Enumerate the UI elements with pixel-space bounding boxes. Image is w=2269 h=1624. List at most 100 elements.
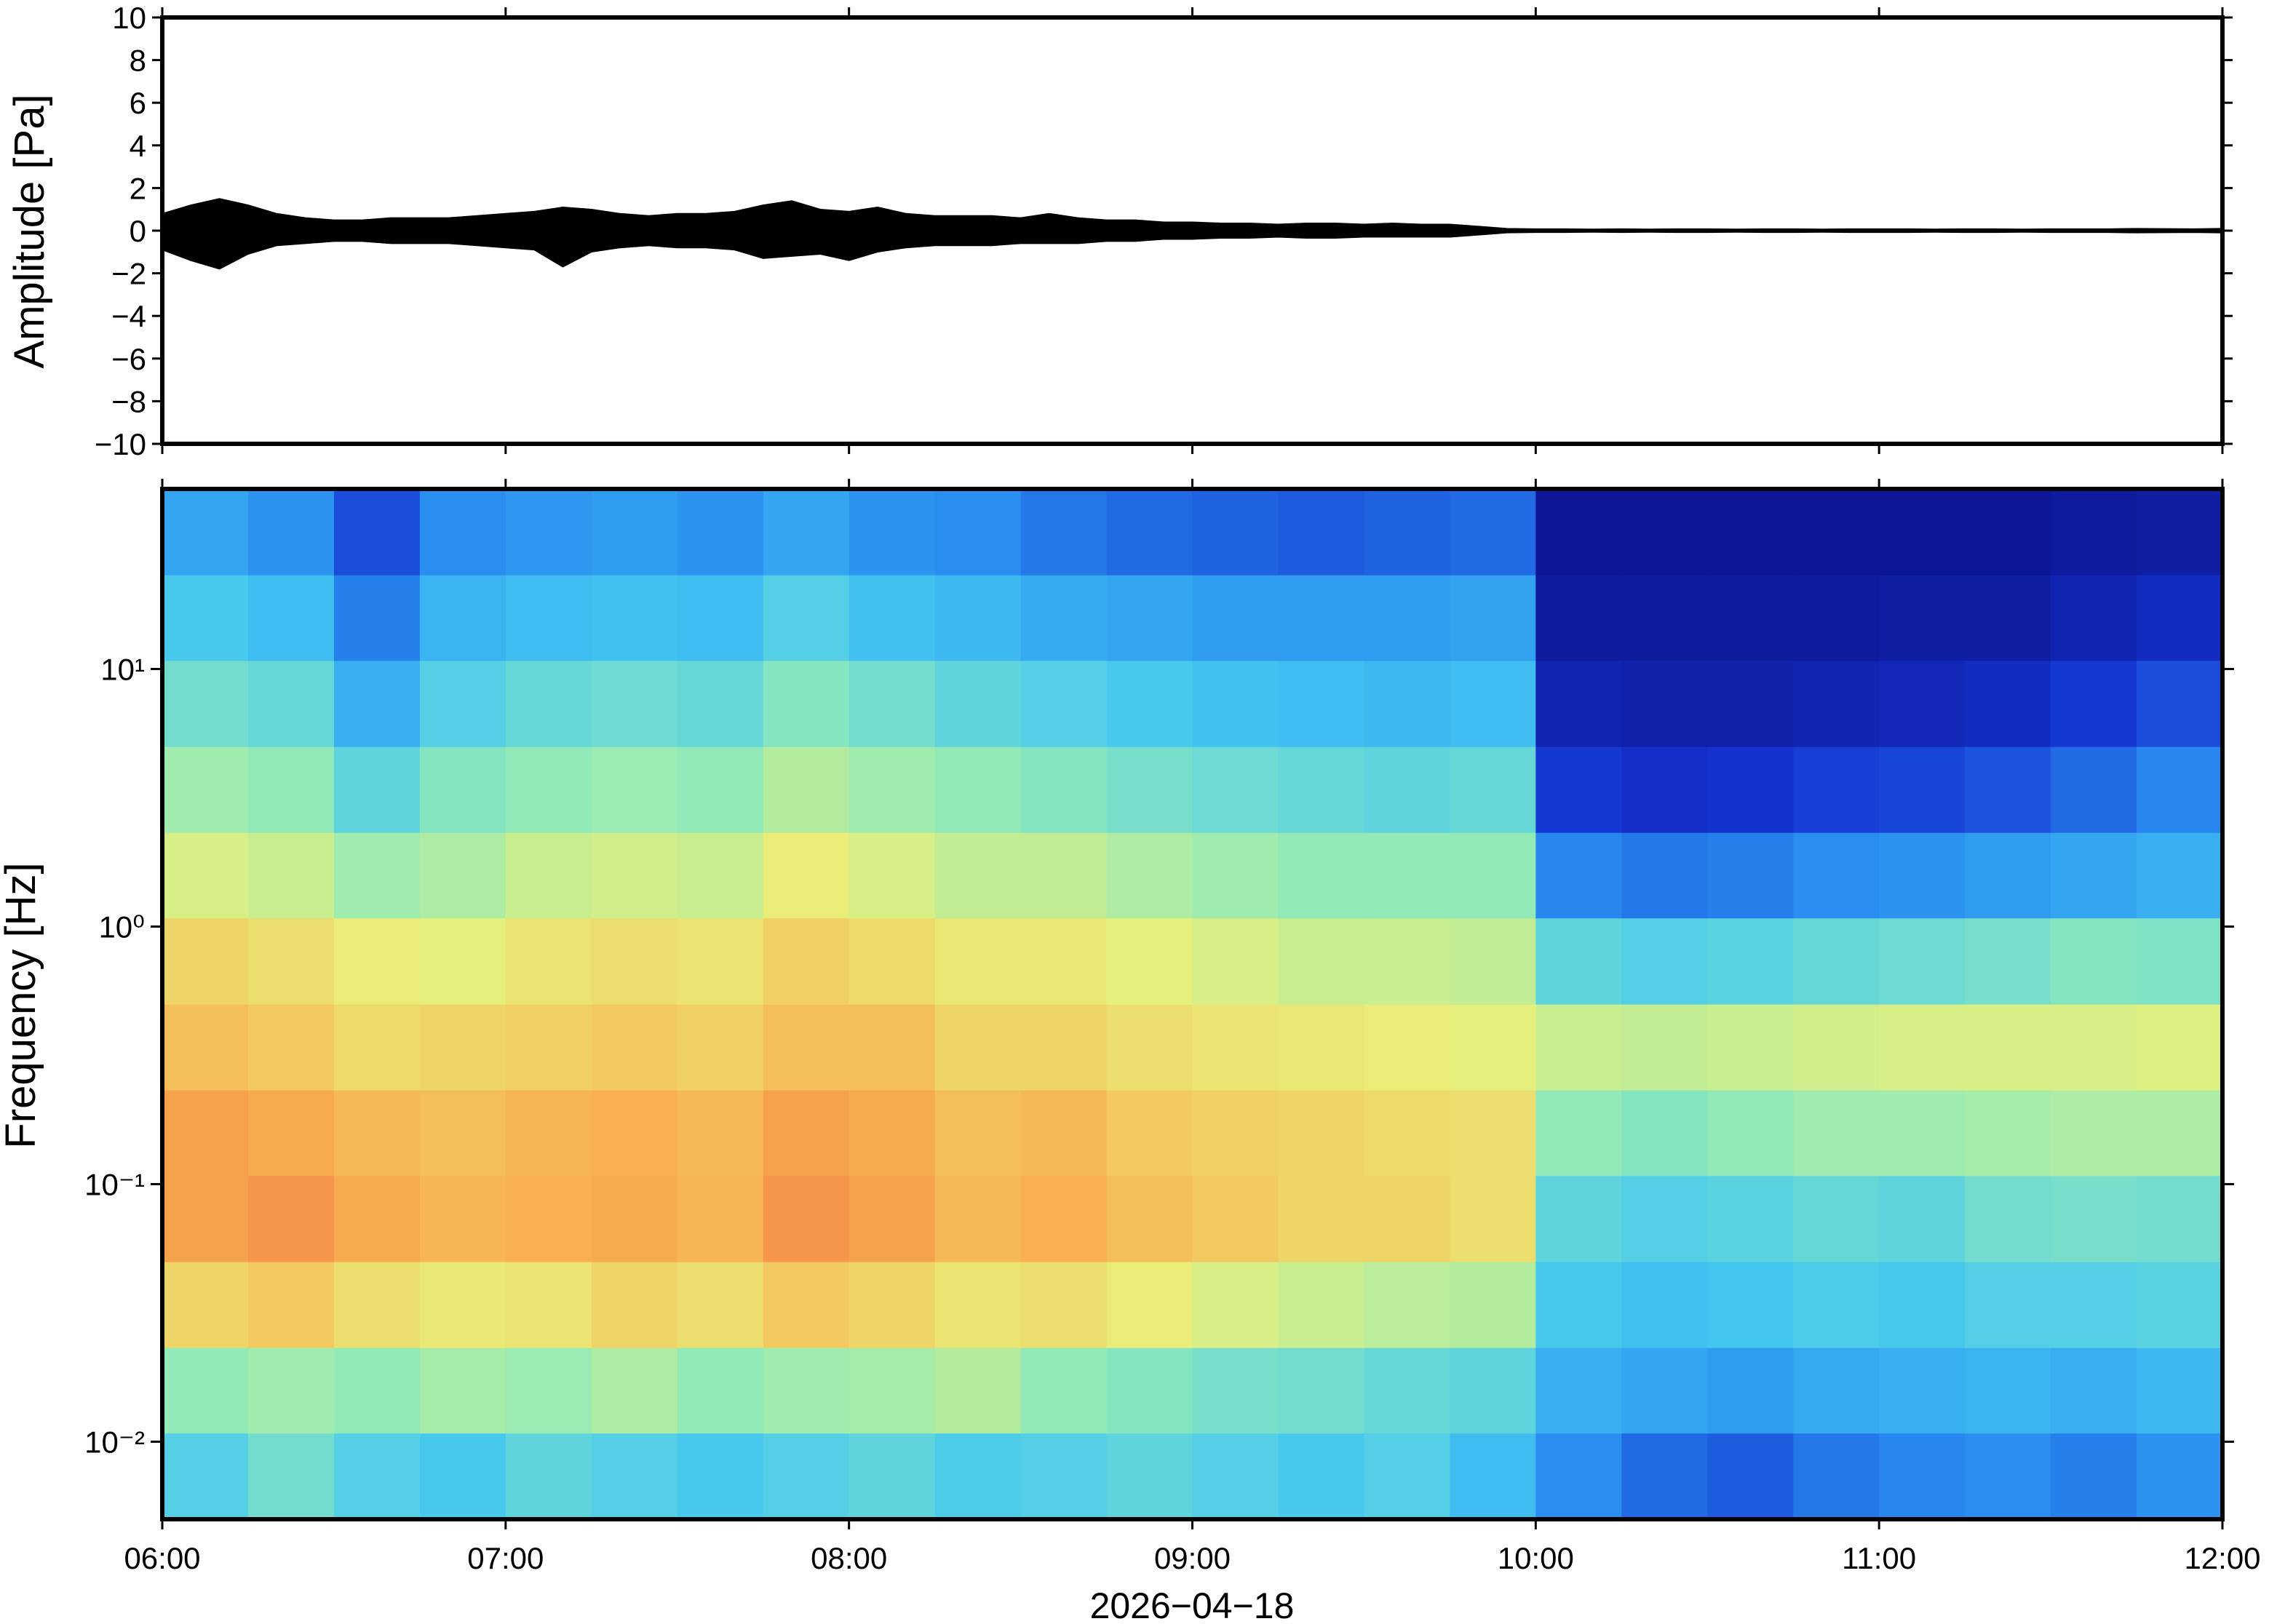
heatmap-cell: [419, 1090, 506, 1177]
heatmap-cell: [591, 1262, 678, 1348]
heatmap-cell: [1450, 660, 1536, 747]
heatmap-cell: [1621, 660, 1708, 747]
x-tick-label: 09:00: [1154, 1541, 1231, 1575]
heatmap-cell: [162, 918, 249, 1005]
heatmap-cell: [333, 1175, 421, 1262]
y-axis-title: Frequency [Hz]: [0, 862, 44, 1148]
y-tick-label: −10: [95, 427, 146, 461]
heatmap-cell: [1450, 1262, 1536, 1348]
heatmap-cell: [1535, 918, 1622, 1005]
heatmap-cell: [763, 1175, 850, 1262]
heatmap-cell: [591, 1004, 678, 1091]
heatmap-cell: [1879, 1433, 1966, 1520]
heatmap-cell: [2051, 1004, 2137, 1091]
heatmap-cell: [2051, 747, 2137, 833]
heatmap-cell: [505, 1090, 592, 1177]
heatmap-cell: [1192, 1262, 1279, 1348]
heatmap-cell: [1278, 1004, 1365, 1091]
heatmap-cell: [1793, 1348, 1880, 1434]
heatmap-cell: [1707, 1004, 1794, 1091]
heatmap-cell: [591, 918, 678, 1005]
heatmap-cell: [677, 575, 764, 661]
heatmap-cell: [247, 1090, 335, 1177]
heatmap-cell: [1020, 747, 1108, 833]
heatmap-cell: [333, 1004, 421, 1091]
x-tick-label: 08:00: [811, 1541, 887, 1575]
heatmap-cell: [1965, 1090, 2051, 1177]
heatmap-cell: [247, 747, 335, 833]
heatmap-cell: [162, 1090, 249, 1177]
heatmap-cell: [1621, 489, 1708, 576]
y-axis-title: Amplitude [Pa]: [6, 94, 53, 368]
heatmap-cell: [1965, 1004, 2051, 1091]
heatmap-cell: [1965, 747, 2051, 833]
heatmap-cell: [247, 1433, 335, 1520]
heatmap-cell: [419, 747, 506, 833]
heatmap-cell: [1965, 575, 2051, 661]
heatmap-cell: [1020, 575, 1108, 661]
heatmap-cell: [162, 660, 249, 747]
heatmap-cell: [505, 575, 592, 661]
heatmap-cell: [162, 747, 249, 833]
heatmap-cell: [763, 832, 850, 919]
heatmap-cell: [1020, 660, 1108, 747]
heatmap-cell: [1278, 832, 1365, 919]
heatmap-cell: [1879, 832, 1966, 919]
heatmap-cell: [1793, 489, 1880, 576]
heatmap-cell: [591, 1433, 678, 1520]
heatmap-cell: [1965, 660, 2051, 747]
heatmap-cell: [1621, 1348, 1708, 1434]
heatmap-cell: [1879, 1262, 1966, 1348]
heatmap-cell: [849, 1175, 936, 1262]
heatmap-cell: [677, 489, 764, 576]
heatmap-cell: [1192, 1004, 1279, 1091]
heatmap-cell: [1707, 918, 1794, 1005]
heatmap-cell: [1020, 489, 1108, 576]
heatmap-cell: [1192, 1090, 1279, 1177]
heatmap-cell: [2137, 489, 2223, 576]
heatmap-cell: [1879, 747, 1966, 833]
heatmap-cell: [1707, 1090, 1794, 1177]
heatmap-cell: [1621, 1175, 1708, 1262]
y-tick-label: 0: [130, 214, 146, 248]
heatmap-cell: [677, 1433, 764, 1520]
heatmap-cell: [333, 489, 421, 576]
heatmap-cell: [1450, 489, 1536, 576]
heatmap-cell: [1793, 1175, 1880, 1262]
heatmap-cell: [1364, 1262, 1450, 1348]
x-tick-label: 06:00: [124, 1541, 200, 1575]
x-axis-title: 2026−04−18: [1090, 1585, 1295, 1624]
x-tick-label: 11:00: [1842, 1541, 1916, 1575]
heatmap-cell: [1707, 1262, 1794, 1348]
heatmap-cell: [1707, 1348, 1794, 1434]
heatmap-cell: [1278, 1348, 1365, 1434]
heatmap-cell: [677, 660, 764, 747]
heatmap-cell: [1621, 575, 1708, 661]
heatmap-cell: [1278, 918, 1365, 1005]
heatmap-cell: [1879, 1175, 1966, 1262]
heatmap-cell: [505, 489, 592, 576]
heatmap-cell: [763, 1262, 850, 1348]
y-tick-label: 2: [130, 171, 146, 205]
heatmap-cell: [1793, 575, 1880, 661]
heatmap-cell: [677, 747, 764, 833]
waveform-envelope: [162, 198, 2223, 231]
heatmap-cell: [1192, 1348, 1279, 1434]
heatmap-cell: [333, 1090, 421, 1177]
heatmap-cell: [934, 1004, 1022, 1091]
heatmap-cell: [247, 1262, 335, 1348]
x-tick-label: 07:00: [467, 1541, 544, 1575]
heatmap-cell: [1106, 832, 1193, 919]
heatmap-cell: [1965, 1262, 2051, 1348]
y-tick-label: −8: [111, 384, 146, 418]
heatmap-cell: [505, 1433, 592, 1520]
heatmap-cell: [1106, 1175, 1193, 1262]
heatmap-cell: [849, 489, 936, 576]
x-tick-label: 10:00: [1498, 1541, 1574, 1575]
heatmap-cell: [2137, 747, 2223, 833]
y-tick-label: 10⁻¹: [84, 1167, 145, 1201]
heatmap-cell: [505, 660, 592, 747]
heatmap-cell: [1965, 1175, 2051, 1262]
heatmap-cell: [1192, 918, 1279, 1005]
heatmap-cell: [763, 1004, 850, 1091]
